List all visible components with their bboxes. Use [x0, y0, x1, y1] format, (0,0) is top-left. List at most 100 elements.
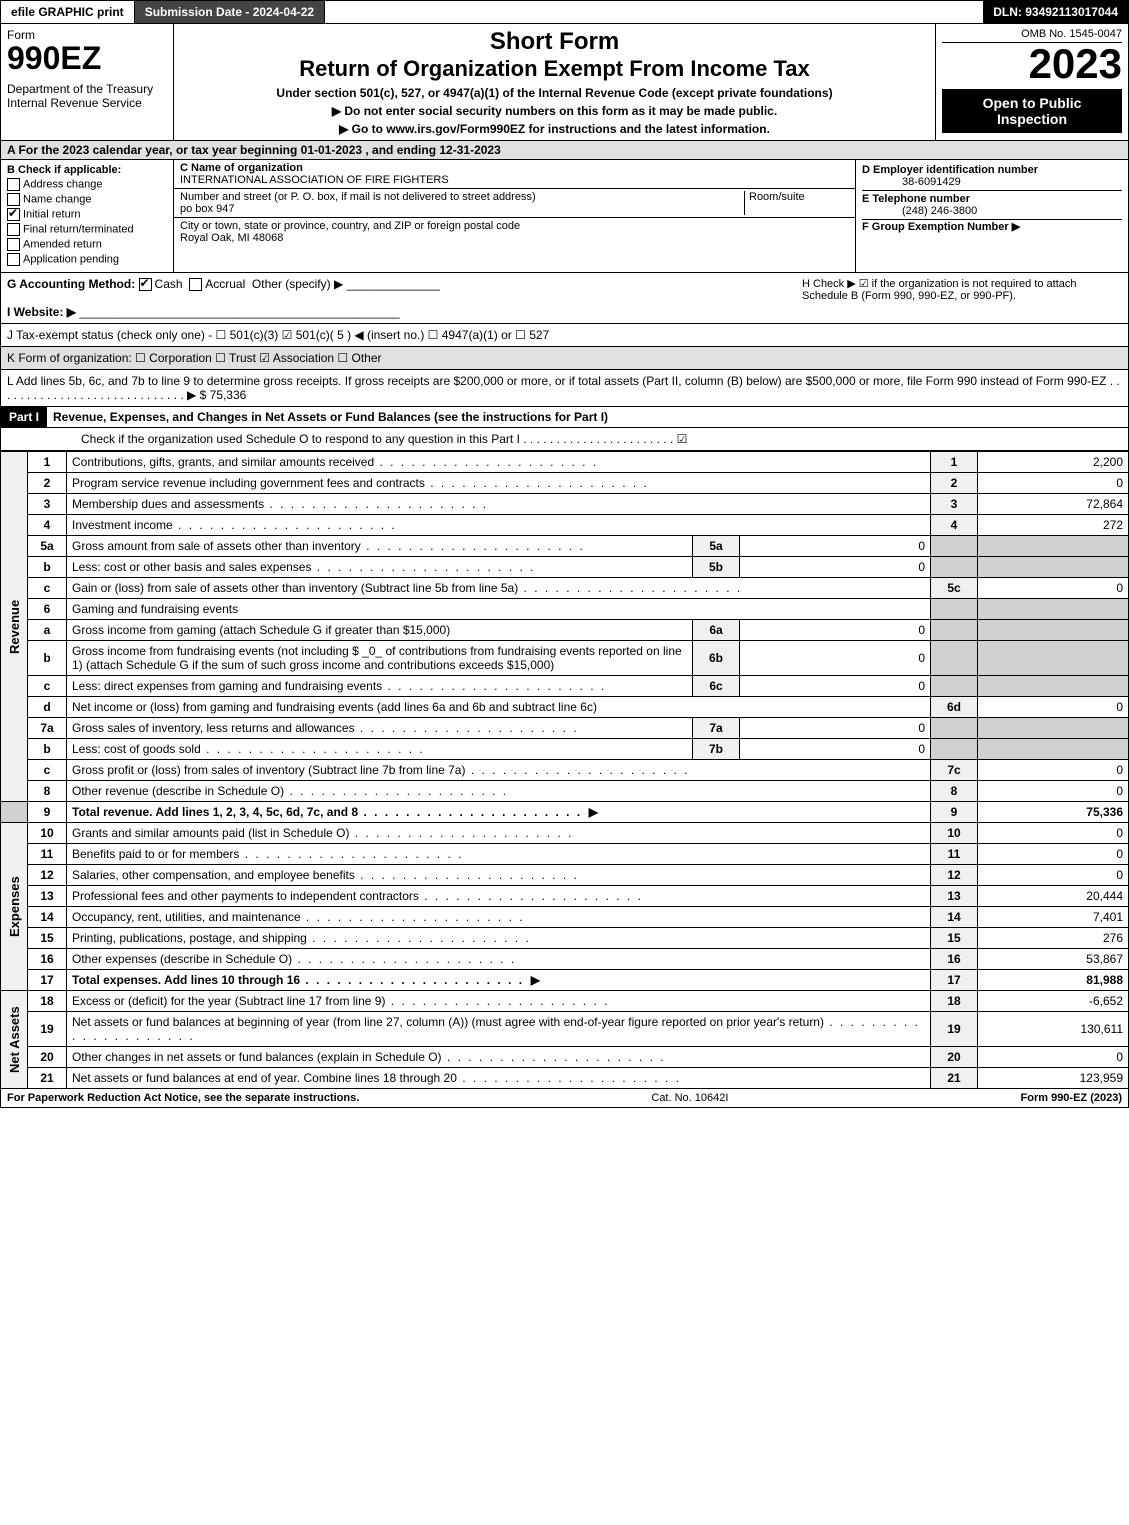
top-bar: efile GRAPHIC print Submission Date - 20…: [0, 0, 1129, 24]
chk-final-return[interactable]: Final return/terminated: [7, 223, 167, 236]
subval-7b: 0: [740, 739, 931, 760]
desc-14: Occupancy, rent, utilities, and maintena…: [72, 910, 525, 924]
desc-17: Total expenses. Add lines 10 through 16: [72, 973, 524, 987]
subval-5a: 0: [740, 536, 931, 557]
chk-name-change[interactable]: Name change: [7, 193, 167, 206]
desc-1: Contributions, gifts, grants, and simila…: [72, 455, 598, 469]
revenue-table: Revenue 1 Contributions, gifts, grants, …: [0, 451, 1129, 1089]
desc-6d: Net income or (loss) from gaming and fun…: [67, 697, 931, 718]
val-8: 0: [978, 781, 1129, 802]
desc-7a: Gross sales of inventory, less returns a…: [72, 721, 579, 735]
sidelabel-netassets: Net Assets: [1, 991, 28, 1089]
sidelabel-revenue: Revenue: [1, 452, 28, 802]
desc-21: Net assets or fund balances at end of ye…: [72, 1071, 681, 1085]
desc-12: Salaries, other compensation, and employ…: [72, 868, 579, 882]
part1-title: Revenue, Expenses, and Changes in Net As…: [47, 407, 1128, 427]
chk-accrual[interactable]: [189, 278, 202, 291]
row-j: J Tax-exempt status (check only one) - ☐…: [0, 324, 1129, 347]
val-17: 81,988: [978, 970, 1129, 991]
desc-3: Membership dues and assessments: [72, 497, 488, 511]
chk-initial-return[interactable]: Initial return: [7, 208, 167, 221]
row-l: L Add lines 5b, 6c, and 7b to line 9 to …: [0, 370, 1129, 407]
subval-6c: 0: [740, 676, 931, 697]
sidelabel-expenses: Expenses: [1, 823, 28, 991]
val-11: 0: [978, 844, 1129, 865]
short-form-title: Short Form: [182, 28, 927, 56]
desc-9: Total revenue. Add lines 1, 2, 3, 4, 5c,…: [72, 805, 582, 819]
ein-label: D Employer identification number: [862, 164, 1038, 176]
desc-7b: Less: cost of goods sold: [72, 742, 425, 756]
footer-mid: Cat. No. 10642I: [359, 1092, 1020, 1104]
chk-cash[interactable]: [139, 278, 152, 291]
tax-year: 2023: [942, 43, 1122, 85]
goto-link[interactable]: ▶ Go to www.irs.gov/Form990EZ for instru…: [182, 122, 927, 136]
row-k: K Form of organization: ☐ Corporation ☐ …: [0, 347, 1129, 370]
part1-label: Part I: [1, 407, 47, 427]
footer-right: Form 990-EZ (2023): [1021, 1092, 1122, 1104]
section-bcd: B Check if applicable: Address change Na…: [0, 160, 1129, 273]
ssn-warning: ▶ Do not enter social security numbers o…: [182, 104, 927, 118]
desc-15: Printing, publications, postage, and shi…: [72, 931, 531, 945]
desc-6b: Gross income from fundraising events (no…: [67, 641, 693, 676]
val-2: 0: [978, 473, 1129, 494]
form-center-col: Short Form Return of Organization Exempt…: [174, 24, 936, 140]
subval-5b: 0: [740, 557, 931, 578]
desc-4: Investment income: [72, 518, 397, 532]
chk-address-change[interactable]: Address change: [7, 178, 167, 191]
val-12: 0: [978, 865, 1129, 886]
tel-label: E Telephone number: [862, 193, 970, 205]
val-3: 72,864: [978, 494, 1129, 515]
open-to-public: Open to Public Inspection: [942, 89, 1122, 133]
desc-5c: Gain or (loss) from sale of assets other…: [72, 581, 742, 595]
val-1: 2,200: [978, 452, 1129, 473]
val-18: -6,652: [978, 991, 1129, 1012]
desc-16: Other expenses (describe in Schedule O): [72, 952, 516, 966]
row-g: G Accounting Method: Cash Accrual Other …: [7, 277, 802, 319]
val-16: 53,867: [978, 949, 1129, 970]
row-gh: G Accounting Method: Cash Accrual Other …: [0, 273, 1129, 324]
c-name-label: C Name of organization: [180, 162, 303, 174]
form-left-col: Form 990EZ Department of the Treasury In…: [1, 24, 174, 140]
dln-label: DLN: 93492113017044: [983, 1, 1128, 23]
desc-7c: Gross profit or (loss) from sales of inv…: [72, 763, 690, 777]
row-h: H Check ▶ ☑ if the organization is not r…: [802, 277, 1122, 319]
desc-19: Net assets or fund balances at beginning…: [72, 1015, 920, 1043]
row-a-calendar: A For the 2023 calendar year, or tax yea…: [0, 141, 1129, 160]
street-value: po box 947: [180, 203, 234, 215]
desc-11: Benefits paid to or for members: [72, 847, 463, 861]
city-value: Royal Oak, MI 48068: [180, 232, 283, 244]
chk-amended[interactable]: Amended return: [7, 238, 167, 251]
street-label: Number and street (or P. O. box, if mail…: [180, 191, 536, 203]
city-label: City or town, state or province, country…: [180, 220, 520, 232]
desc-6a: Gross income from gaming (attach Schedul…: [67, 620, 693, 641]
b-label: B Check if applicable:: [7, 164, 121, 176]
subval-6b: 0: [740, 641, 931, 676]
under-section: Under section 501(c), 527, or 4947(a)(1)…: [182, 86, 927, 100]
footer-left: For Paperwork Reduction Act Notice, see …: [7, 1092, 359, 1104]
efile-print-button[interactable]: efile GRAPHIC print: [1, 1, 135, 23]
page-footer: For Paperwork Reduction Act Notice, see …: [0, 1089, 1129, 1108]
desc-8: Other revenue (describe in Schedule O): [72, 784, 508, 798]
chk-pending[interactable]: Application pending: [7, 253, 167, 266]
colno-1: 1: [931, 452, 978, 473]
val-5c: 0: [978, 578, 1129, 599]
desc-6: Gaming and fundraising events: [67, 599, 931, 620]
val-6d: 0: [978, 697, 1129, 718]
val-15: 276: [978, 928, 1129, 949]
val-19: 130,611: [978, 1012, 1129, 1047]
form-right-col: OMB No. 1545-0047 2023 Open to Public In…: [936, 24, 1128, 140]
val-9: 75,336: [978, 802, 1129, 823]
desc-2: Program service revenue including govern…: [72, 476, 649, 490]
desc-5b: Less: cost or other basis and sales expe…: [72, 560, 536, 574]
group-label: F Group Exemption Number ▶: [862, 221, 1020, 233]
desc-6c: Less: direct expenses from gaming and fu…: [72, 679, 606, 693]
tel-value: (248) 246-3800: [862, 205, 977, 217]
name-col-c: C Name of organization INTERNATIONAL ASS…: [174, 160, 856, 272]
org-name: INTERNATIONAL ASSOCIATION OF FIRE FIGHTE…: [180, 174, 449, 186]
ein-col-d: D Employer identification number 38-6091…: [856, 160, 1128, 272]
room-label: Room/suite: [749, 191, 805, 203]
desc-20: Other changes in net assets or fund bala…: [72, 1050, 666, 1064]
row-i: I Website: ▶: [7, 305, 76, 319]
val-4: 272: [978, 515, 1129, 536]
val-21: 123,959: [978, 1068, 1129, 1089]
